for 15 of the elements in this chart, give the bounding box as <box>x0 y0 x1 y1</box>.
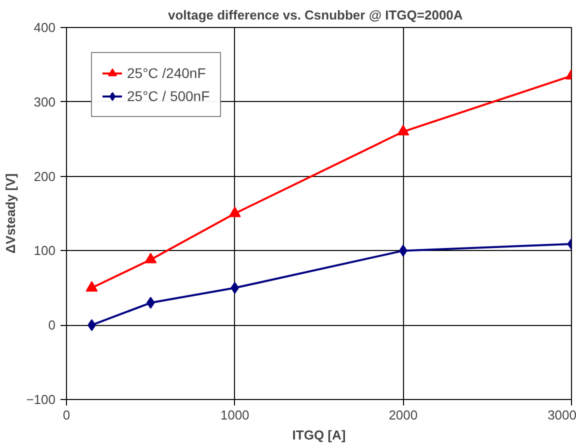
legend-label: 25°C / 500nF <box>127 88 210 104</box>
y-axis-title: ΔVsteady [V] <box>3 173 18 254</box>
y-tick-label: 400 <box>34 20 56 35</box>
x-tick-label: 1000 <box>220 408 250 422</box>
x-axis-title: ITGQ [A] <box>292 428 346 442</box>
y-tick-label: 300 <box>34 94 56 110</box>
chart-title: voltage difference vs. Csnubber @ ITGQ=2000A <box>168 8 464 22</box>
legend-label: 25°C /240nF <box>127 65 206 81</box>
x-tick-label: 0 <box>62 408 70 422</box>
x-tick-label: 3000 <box>548 408 576 422</box>
y-tick-label: −100 <box>26 392 56 407</box>
y-tick-label: 100 <box>34 243 56 258</box>
x-tick-label: 2000 <box>388 408 418 422</box>
y-tick-label: 200 <box>34 168 56 184</box>
y-tick-label: 0 <box>48 318 56 333</box>
